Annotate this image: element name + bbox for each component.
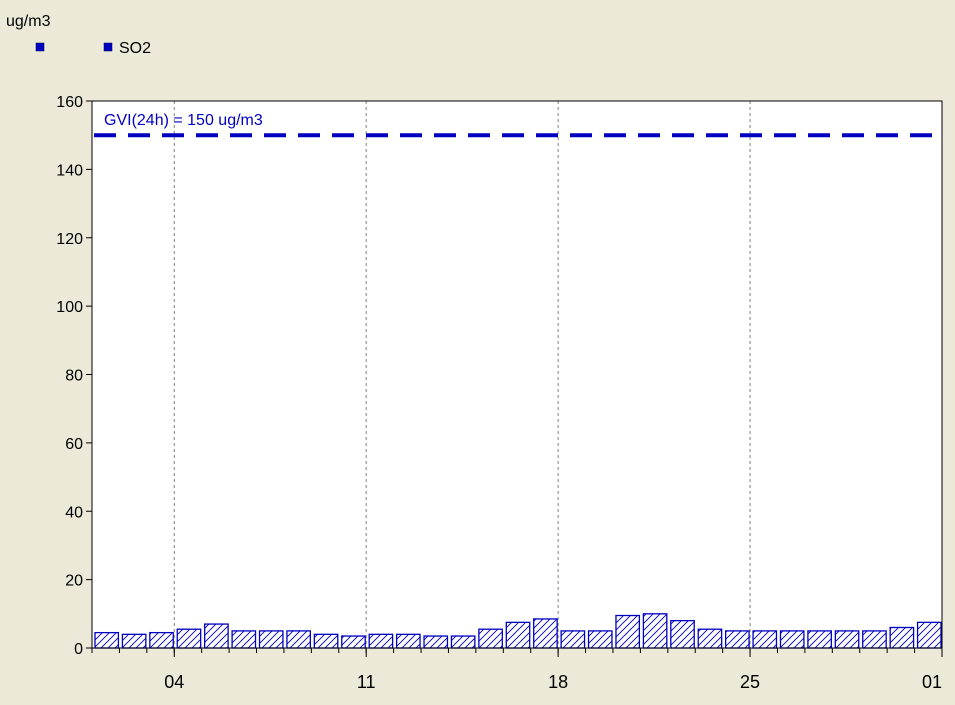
limit-line-label: GVI(24h) = 150 ug/m3 [104, 112, 263, 129]
bar-day-20 [615, 614, 641, 649]
bar-day-13 [423, 635, 449, 649]
bar-day-8 [286, 630, 312, 649]
bar-day-12 [395, 633, 421, 649]
bar-day-10 [341, 635, 366, 649]
bars [94, 613, 942, 649]
bar-day-7 [258, 630, 284, 649]
bar-day-17 [533, 618, 558, 649]
bar-day-11 [368, 633, 394, 649]
legend-marker-1 [103, 42, 113, 52]
bar-day-18 [560, 630, 586, 649]
bar-day-4 [176, 628, 202, 649]
x-tick-label-01: 01 [922, 672, 942, 692]
legend: SO2 [35, 40, 151, 57]
x-tick-label-18: 18 [548, 672, 568, 692]
bar-day-16 [505, 621, 531, 649]
y-tick-label-40: 40 [65, 504, 83, 521]
plot-area [92, 101, 942, 648]
bar-day-15 [478, 628, 503, 649]
y-axis: 0 20 40 60 80 100 120 140 160 [56, 94, 92, 658]
y-tick-label-80: 80 [65, 368, 83, 385]
legend-marker-0 [35, 42, 45, 52]
bar-day-30 [889, 626, 915, 649]
y-tick-label-140: 140 [56, 162, 83, 179]
y-tick-label-120: 120 [56, 231, 83, 248]
bar-day-28 [834, 630, 860, 649]
y-tick-label-100: 100 [56, 299, 83, 316]
x-tick-label-11: 11 [357, 672, 376, 692]
bar-day-19 [587, 630, 613, 649]
bar-day-6 [231, 630, 257, 649]
bar-day-21 [642, 613, 668, 649]
bar-day-31 [916, 621, 942, 649]
bar-day-29 [862, 630, 887, 649]
x-tick-label-04: 04 [164, 672, 184, 692]
y-tick-label-20: 20 [65, 573, 83, 590]
y-axis-label: ug/m3 [6, 13, 51, 30]
y-tick-label-0: 0 [74, 641, 83, 658]
x-axis: 04 11 18 25 01 [91, 647, 943, 692]
bar-day-25 [752, 630, 778, 649]
bar-day-26 [779, 630, 805, 649]
legend-label-1: SO2 [119, 40, 151, 57]
bar-day-23 [697, 628, 723, 649]
bar-day-5 [204, 623, 229, 649]
bar-day-22 [670, 620, 695, 649]
bar-day-1 [94, 631, 120, 649]
x-tick-label-25: 25 [740, 672, 760, 692]
bar-day-14 [450, 635, 476, 649]
bar-day-3 [149, 631, 174, 649]
y-tick-label-160: 160 [56, 94, 83, 111]
bar-day-9 [313, 633, 339, 649]
bar-day-27 [807, 630, 832, 649]
grid [173, 101, 751, 648]
y-tick-label-60: 60 [65, 436, 83, 453]
bar-day-24 [724, 630, 750, 649]
bar-day-2 [121, 633, 147, 649]
